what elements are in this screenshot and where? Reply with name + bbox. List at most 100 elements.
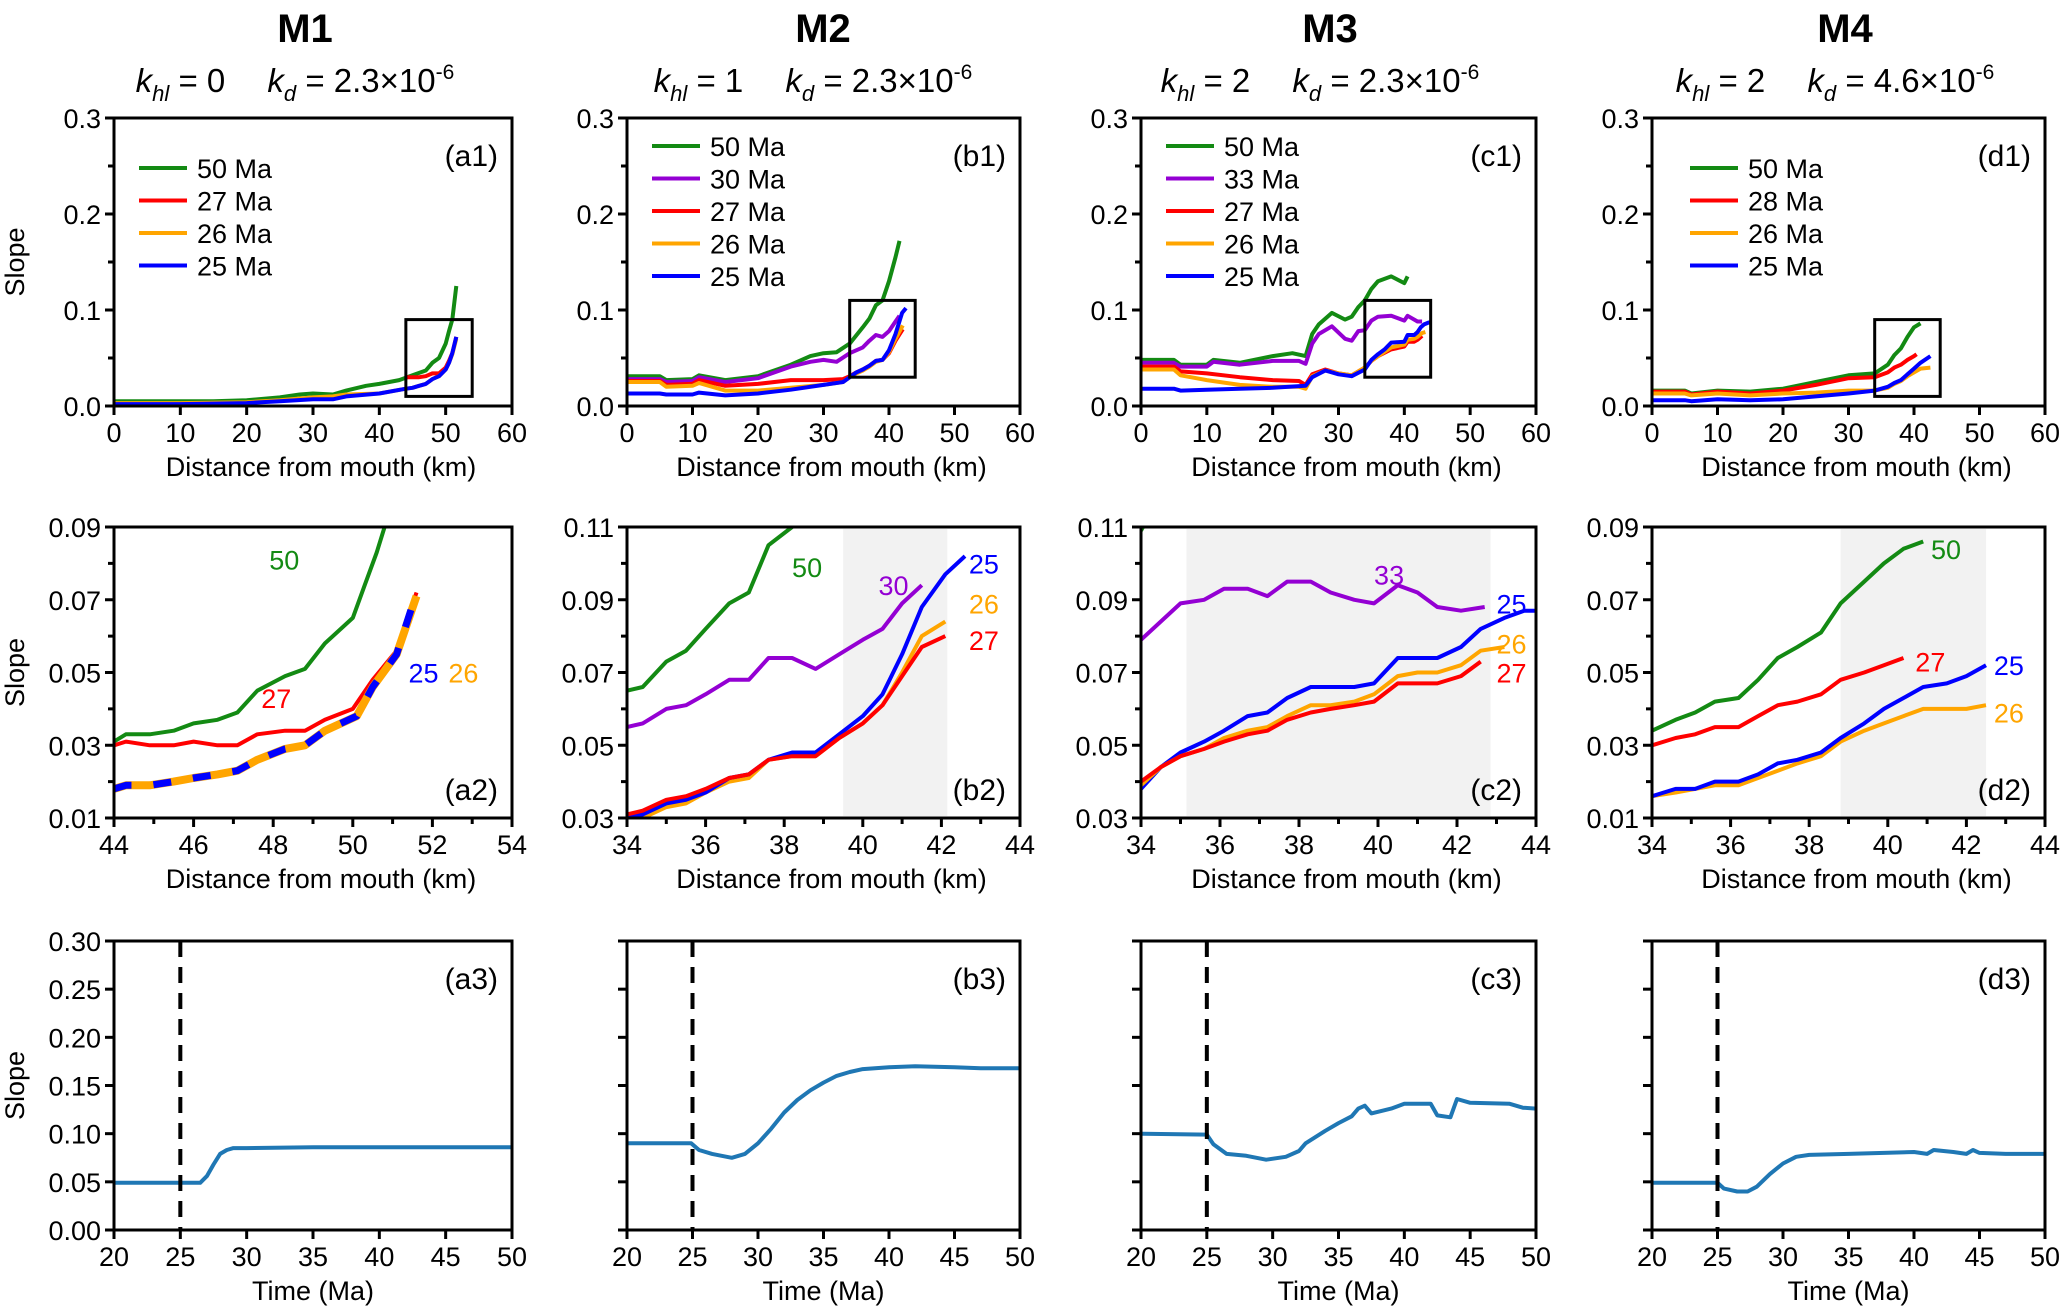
x-tick-label: 50 [1964,418,1994,448]
legend-item: 25 Ma [652,262,786,292]
series-line-25 [627,306,908,398]
x-axis-label: Time (Ma) [252,1276,374,1306]
series-line-50 [627,527,794,693]
x-axis-label: Distance from mouth (km) [1191,452,1502,482]
series-line-27 [405,336,459,380]
x-tick-label: 45 [431,1242,461,1272]
y-tick-label: 0.05 [48,1168,101,1198]
x-axis-label: Distance from mouth (km) [166,452,477,482]
x-tick-label: 35 [1833,1242,1863,1272]
x-axis-label: Distance from mouth (km) [166,864,477,894]
y-tick-label: 0.03 [561,804,614,834]
legend-label: 27 Ma [710,197,786,227]
legend-label: 30 Ma [710,165,786,195]
x-tick-label: 44 [1521,830,1551,860]
legend-label: 50 Ma [1748,154,1824,184]
x-tick-label: 30 [1833,418,1863,448]
y-axis-label: Slope [0,1051,30,1120]
x-tick-label: 42 [926,830,956,860]
x-tick-label: 0 [619,418,634,448]
legend-item: 27 Ma [1166,197,1300,227]
legend-label: 50 Ma [197,154,273,184]
x-tick-label: 20 [743,418,773,448]
y-tick-label: 0.1 [1601,296,1639,326]
x-tick-label: 25 [677,1242,707,1272]
series-line-33 [1141,313,1423,369]
x-tick-label: 30 [808,418,838,448]
panel-b2: 34 36 38 40 42 44 0.03 0.05 0.07 0.09 0.11 Distance… [561,513,1035,894]
legend-item: 28 Ma [1690,187,1824,217]
legend-label: 26 Ma [1748,219,1824,249]
legend-item: 25 Ma [139,252,273,282]
legend-item: 26 Ma [1690,219,1824,249]
y-tick-label: 0.15 [48,1072,101,1102]
series-label-27: 27 [1915,648,1945,678]
x-tick-label: 40 [1899,418,1929,448]
y-tick-label: 0.20 [48,1023,101,1053]
y-tick-label: 0.0 [576,392,614,422]
x-tick-label: 48 [258,830,288,860]
y-axis-label: Slope [0,638,30,707]
series-line-25 [627,554,967,818]
legend-item: 50 Ma [139,154,273,184]
x-tick-label: 50 [497,1242,527,1272]
zoom-box [848,298,917,379]
x-tick-label: 0 [1644,418,1659,448]
zoom-box [404,318,474,398]
x-tick-label: 42 [1442,830,1472,860]
parameter-label-M3: khl = 2 kd = 2.3×10-6 [1161,61,1480,106]
series-line-25 [114,336,459,406]
legend-label: 25 Ma [710,262,786,292]
series-line-27 [1141,659,1482,784]
legend-label: 25 Ma [1748,252,1824,282]
x-tick-label: 20 [232,418,262,448]
legend-label: 50 Ma [1224,132,1300,162]
x-tick-label: 30 [1768,1242,1798,1272]
y-tick-label: 0.05 [1075,731,1128,761]
legend-item: 26 Ma [139,219,273,249]
x-tick-label: 40 [1389,418,1419,448]
y-tick-label: 0.0 [1090,392,1128,422]
y-tick-label: 0.05 [48,659,101,689]
x-tick-label: 35 [808,1242,838,1272]
x-tick-label: 45 [1964,1242,1994,1272]
series-label-25: 25 [1994,651,2024,681]
panel-label: (a1) [445,140,498,173]
y-tick-label: 0.2 [576,200,614,230]
y-tick-label: 0.09 [1586,513,1639,543]
y-tick-label: 0.05 [561,731,614,761]
y-tick-label: 0.09 [561,586,614,616]
y-tick-label: 0.03 [1586,731,1639,761]
series-line-27 [114,591,419,748]
x-tick-label: 40 [874,418,904,448]
x-tick-label: 50 [1455,418,1485,448]
y-tick-label: 0.07 [1075,659,1128,689]
x-axis-label: Time (Ma) [1278,1276,1400,1306]
x-tick-label: 34 [1126,830,1156,860]
y-tick-label: 0.07 [1586,586,1639,616]
x-tick-label: 44 [2030,830,2060,860]
series-line-50 [114,527,387,744]
x-tick-label: 60 [1005,418,1035,448]
x-tick-label: 40 [1873,830,1903,860]
parameter-label-M2: khl = 1 kd = 2.3×10-6 [654,61,973,106]
x-tick-label: 25 [165,1242,195,1272]
x-tick-label: 54 [497,830,527,860]
y-tick-label: 0.3 [1090,104,1128,134]
x-tick-label: 20 [1258,418,1288,448]
y-tick-label: 0.11 [1077,513,1128,543]
x-tick-label: 60 [1521,418,1551,448]
y-tick-label: 0.0 [63,392,101,422]
series-line-25 [114,591,420,793]
x-axis-label: Distance from mouth (km) [1191,864,1502,894]
x-axis-label: Distance from mouth (km) [676,452,987,482]
series-line-50 [1652,321,1922,396]
y-tick-label: 0.3 [1601,104,1639,134]
panel-d2: 34 36 38 40 42 44 0.01 0.03 0.05 0.07 0.09 Distance… [1586,513,2060,894]
y-tick-label: 0.07 [561,659,614,689]
panel-label: (d3) [1978,963,2031,996]
legend-label: 28 Ma [1748,187,1824,217]
y-tick-label: 0.07 [48,586,101,616]
legend-label: 25 Ma [1224,262,1300,292]
y-tick-label: 0.1 [63,296,101,326]
